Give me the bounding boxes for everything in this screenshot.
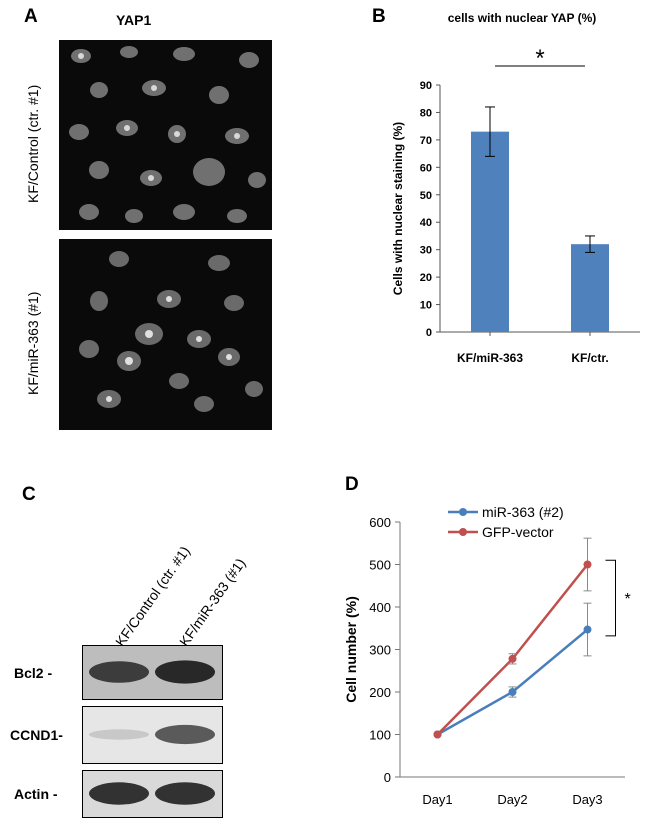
- blot-label-bcl2: Bcl2 -: [14, 665, 53, 681]
- series-line: [436, 628, 589, 736]
- blot-band: [89, 782, 149, 805]
- line-chart-ytick-label: 400: [369, 600, 391, 615]
- bar-chart-ytick-label: 20: [420, 272, 432, 284]
- blot-label-actin: Actin -: [14, 786, 58, 802]
- line-chart-ytick-label: 200: [369, 685, 391, 700]
- blot-label-ccnd1: CCND1-: [10, 727, 63, 743]
- line-chart-ylabel: Cell number (%): [343, 596, 359, 703]
- bar-chart-ylabel: Cells with nuclear staining (%): [391, 122, 405, 295]
- blot-actin: [82, 770, 223, 818]
- legend-label: GFP-vector: [482, 524, 554, 540]
- series-point: [583, 625, 592, 634]
- bar-chart-ytick-label: 50: [420, 190, 432, 202]
- line-chart-category-label: Day3: [572, 792, 602, 807]
- bar-chart-ytick-label: 40: [420, 217, 432, 229]
- series-point: [433, 730, 442, 739]
- blot-band: [89, 729, 149, 740]
- line-chart-category-label: Day2: [497, 792, 527, 807]
- blot-band: [155, 782, 215, 805]
- bar-chart-title: cells with nuclear YAP (%): [448, 11, 597, 25]
- bar-chart-ytick-label: 70: [420, 135, 432, 147]
- panel-letter-c: C: [22, 484, 36, 505]
- cells-mir363: [79, 251, 263, 412]
- cells-control: [69, 46, 266, 223]
- bar-chart-category-label: KF/ctr.: [571, 351, 608, 365]
- significance-marker: *: [535, 45, 544, 72]
- bar-chart-category-label: KF/miR-363: [457, 351, 523, 365]
- series-point: [508, 688, 517, 696]
- micrograph-mir363: [59, 239, 272, 430]
- legend-marker: [459, 528, 467, 536]
- line-chart-category-label: Day1: [422, 792, 452, 807]
- bar-chart-ytick-label: 80: [420, 107, 432, 119]
- blot-band: [155, 724, 215, 745]
- bar-chart-ytick-label: 30: [420, 245, 432, 257]
- bar-chart-nuclear-yap: cells with nuclear YAP (%) Cells with nu…: [391, 11, 640, 365]
- blot-ccnd1-bands: [89, 724, 215, 745]
- line-chart-ytick-label: 100: [369, 728, 391, 743]
- panel-letter-a: A: [24, 6, 38, 27]
- significance-marker: *: [625, 591, 631, 608]
- line-chart-cell-number: Cell number (%) 0 100 200 300 400 500 600 Day1 D…: [343, 504, 631, 807]
- panel-letter-d: D: [345, 474, 359, 495]
- blot-actin-bands: [89, 782, 215, 805]
- legend-label: miR-363 (#2): [482, 504, 564, 520]
- bar-chart-ytick-label: 90: [420, 80, 432, 92]
- lane-label-mir363: KF/miR-363 (#1): [176, 555, 249, 650]
- line-chart-ytick-label: 300: [369, 643, 391, 658]
- bar: [571, 244, 609, 332]
- blot-bcl2-bands: [89, 660, 215, 684]
- bar-chart-ytick-label: 60: [420, 162, 432, 174]
- panel-letter-b: B: [372, 6, 386, 27]
- significance-bracket: [605, 559, 616, 637]
- bar: [471, 131, 509, 332]
- line-chart-ytick-label: 500: [369, 558, 391, 573]
- series-point: [583, 560, 592, 569]
- micrograph-control: [59, 40, 272, 230]
- series-point: [508, 654, 517, 663]
- blot-band: [155, 660, 215, 684]
- bar-chart-ytick-label: 10: [420, 300, 432, 312]
- blot-bcl2: [82, 645, 223, 700]
- blot-ccnd1: [82, 706, 223, 764]
- line-chart-ytick-label: 0: [384, 770, 391, 785]
- panel-a-title: YAP1: [116, 12, 152, 28]
- legend-marker: [459, 508, 467, 516]
- bar-chart-ytick-label: 0: [426, 327, 432, 339]
- row-label-mir363: KF/miR-363 (#1): [25, 291, 41, 395]
- blot-band: [89, 661, 149, 683]
- line-chart-ytick-label: 600: [369, 515, 391, 530]
- row-label-control: KF/Control (ctr. #1): [25, 84, 41, 203]
